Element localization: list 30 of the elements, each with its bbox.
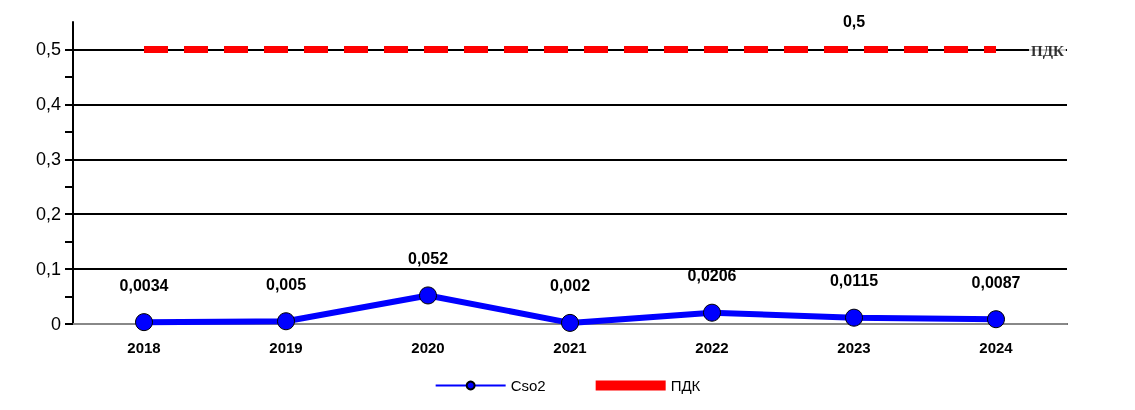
point xyxy=(703,303,721,322)
point xyxy=(135,313,153,332)
x-tick-label: 2019 xyxy=(269,339,303,356)
data-label: 0,0087 xyxy=(971,273,1021,291)
annotation: ПДК xyxy=(1031,43,1064,60)
point xyxy=(561,313,579,332)
x-tick-label: 2020 xyxy=(411,339,445,356)
data-label: 0,005 xyxy=(265,275,307,293)
x-tick-label: 2022 xyxy=(695,339,729,356)
point xyxy=(845,308,863,327)
data-label: 0,052 xyxy=(407,249,449,267)
y-tick-label: 0,1 xyxy=(35,259,61,280)
point xyxy=(987,310,1005,329)
y-tick-label: 0,4 xyxy=(35,94,61,115)
y-tick-label: 0 xyxy=(50,314,61,334)
y-tick-label: 0,5 xyxy=(35,39,61,60)
x-tick-label: 2023 xyxy=(837,339,871,356)
data-label: 0,002 xyxy=(549,277,591,295)
data-label: 0,5 xyxy=(842,12,866,30)
legend-label: Cso2 xyxy=(510,377,546,394)
point xyxy=(419,286,437,305)
x-tick-label: 2018 xyxy=(127,339,161,356)
data-label: 0,0115 xyxy=(829,272,879,290)
x-tick-label: 2021 xyxy=(553,339,587,356)
y-tick-label: 0,3 xyxy=(35,149,61,170)
data-label: 0,0034 xyxy=(119,276,169,294)
x-tick-label: 2024 xyxy=(979,339,1014,356)
point xyxy=(277,312,295,331)
y-tick-label: 0,2 xyxy=(35,204,61,225)
legend-label: ПДК xyxy=(670,377,701,394)
